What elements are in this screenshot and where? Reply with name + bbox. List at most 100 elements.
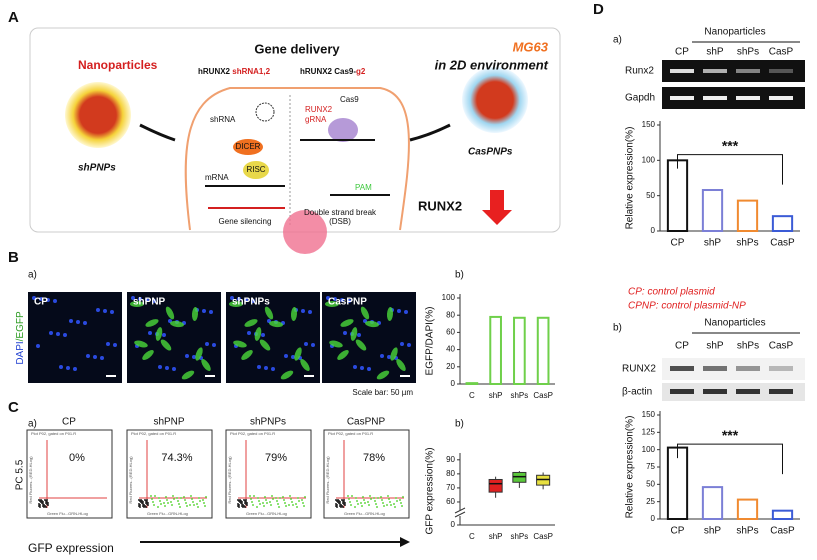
y-tick-label: 60: [446, 497, 455, 506]
events: [178, 503, 180, 505]
enzyme: [233, 139, 263, 155]
image-label: shPNP: [133, 297, 166, 308]
events: [344, 504, 346, 506]
label: Nanoparticles: [704, 27, 765, 38]
cell-green: [294, 347, 302, 361]
events: [386, 504, 388, 506]
percent: 79%: [265, 452, 287, 464]
bar: [771, 509, 794, 520]
cell-green: [233, 340, 247, 348]
label: shPNPs: [78, 163, 116, 174]
events: [238, 504, 240, 506]
axis-break: [454, 511, 466, 518]
events: [351, 495, 353, 497]
events: [374, 500, 376, 502]
channel: Red Fluores...(RED-HLog): [227, 456, 232, 504]
events: [256, 506, 258, 508]
x-tick-label: CasP: [770, 238, 795, 249]
bar: [736, 498, 759, 521]
gate-title: Plot P02, gated on P01.R: [131, 431, 176, 436]
y-tick-label: 80: [446, 310, 455, 319]
events: [297, 497, 299, 499]
label: CasPNPs: [468, 147, 513, 158]
label: Gapdh: [625, 93, 655, 104]
cell-green: [355, 339, 367, 351]
x-tick-label: CP: [671, 238, 685, 249]
cell-green: [386, 307, 394, 321]
nucleus-dot: [397, 309, 401, 313]
nucleus-dot: [131, 296, 135, 300]
x-tick-label: shPs: [510, 532, 528, 541]
plot-title: shPNP: [153, 417, 184, 428]
events: [292, 504, 294, 506]
nucleus-dot: [205, 342, 209, 346]
significance: ***: [722, 137, 739, 153]
cell-green: [280, 370, 294, 380]
legend-text: CPNP: control plasmid-NP: [628, 301, 746, 312]
events: [159, 500, 161, 502]
y-tick-label: 40: [446, 345, 455, 354]
bar: [536, 316, 550, 385]
events: [296, 506, 298, 508]
events: [290, 498, 292, 500]
nucleus-dot: [63, 333, 67, 337]
band: [670, 366, 694, 371]
events: [39, 504, 41, 506]
events: [369, 495, 371, 497]
bar: [701, 189, 724, 233]
cell-green: [269, 320, 283, 328]
percent: 78%: [363, 452, 385, 464]
nucleus-dot: [400, 342, 404, 346]
events: [146, 499, 148, 501]
events: [202, 499, 204, 501]
events: [245, 499, 247, 501]
nucleus-dot: [110, 310, 114, 314]
events: [164, 505, 166, 507]
cell-green: [244, 319, 258, 327]
cell-green: [201, 359, 211, 371]
events: [259, 503, 261, 505]
events: [203, 502, 205, 504]
percent: 0%: [69, 452, 85, 464]
nucleus-dot: [32, 296, 36, 300]
arrow: [409, 123, 451, 142]
nucleus-dot: [56, 332, 60, 336]
events: [356, 500, 358, 502]
enzyme: [243, 161, 269, 179]
nucleus-dot: [145, 298, 149, 302]
cell-green: [264, 306, 274, 320]
lane-label: CasP: [769, 341, 794, 352]
events: [362, 496, 364, 498]
label: hRUNX2 Cas9-g2: [300, 67, 366, 76]
events: [170, 501, 172, 503]
events: [276, 500, 278, 502]
panel-label: B: [8, 249, 19, 266]
hairpin: [255, 102, 275, 122]
cell-green: [229, 301, 243, 307]
nucleus-dot: [83, 321, 87, 325]
events: [39, 506, 41, 508]
events: [354, 506, 356, 508]
events: [177, 500, 179, 502]
channel: Green Flu...GRN-HLog: [246, 511, 287, 516]
label: g2: [356, 67, 366, 76]
events: [205, 496, 207, 498]
events: [189, 504, 191, 506]
nucleus-dot: [353, 365, 357, 369]
label: hRUNX2 shRNA1,2: [198, 67, 271, 76]
label: Scale bar: 50 µm: [352, 388, 413, 397]
blot: [662, 383, 805, 401]
events: [151, 498, 153, 500]
channel: Green Flu...GRN-HLog: [47, 511, 88, 516]
sub-label: b): [613, 323, 622, 334]
sub-label: b): [455, 270, 464, 281]
nucleus-dot: [172, 367, 176, 371]
channel: Green Flu...GRN-HLog: [344, 511, 385, 516]
label: in 2D environment: [435, 57, 549, 72]
nucleus-dot: [387, 355, 391, 359]
label: Nanoparticles: [704, 318, 765, 329]
axis-break: [454, 507, 466, 514]
percent: 74.3%: [161, 452, 192, 464]
events: [193, 504, 195, 506]
events: [172, 495, 174, 497]
